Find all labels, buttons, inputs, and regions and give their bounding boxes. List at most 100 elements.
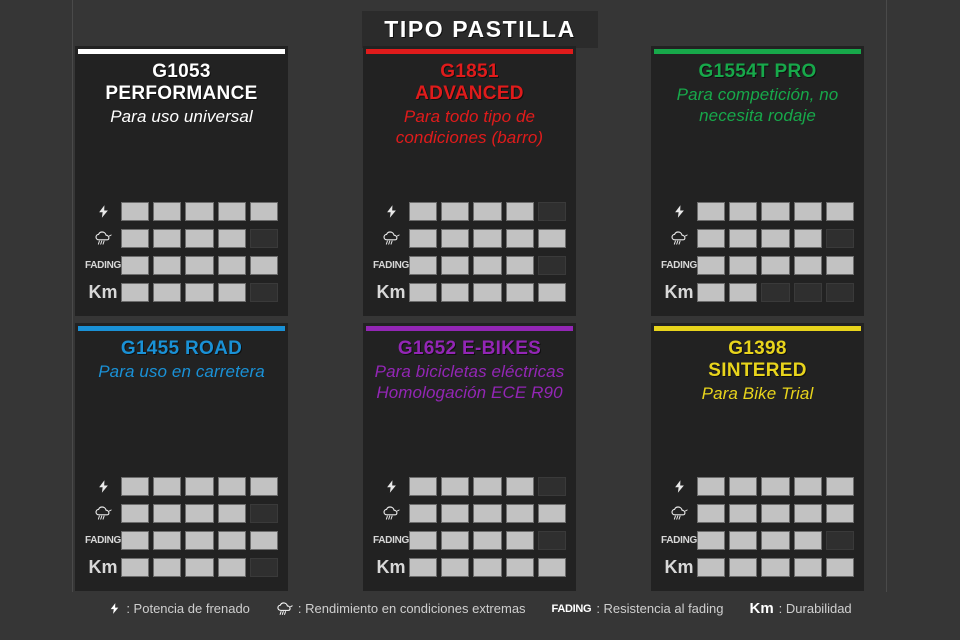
pad-card-g1652-e-bikes[interactable]: G1652 E-BIKES Para bicicletas eléctricas … <box>363 323 576 591</box>
rating-blocks-wet <box>409 228 567 248</box>
card-header: G1851 ADVANCED Para todo tipo de condicio… <box>363 54 576 149</box>
pad-card-g1053-performance[interactable]: G1053 PERFORMANCE Para uso universal FADIN… <box>75 46 288 316</box>
rating-row-fading: FADING <box>85 530 279 550</box>
rating-block <box>185 201 214 221</box>
page-title-container: TIPO PASTILLA <box>0 11 960 49</box>
rating-block <box>761 228 790 248</box>
rating-block <box>441 476 470 496</box>
pad-card-g1851-advanced[interactable]: G1851 ADVANCED Para todo tipo de condicio… <box>363 46 576 316</box>
rating-block <box>729 255 758 275</box>
pad-card-g1554t-pro[interactable]: G1554T PRO Para competición, no necesita … <box>651 46 864 316</box>
rating-block <box>153 503 182 523</box>
rating-blocks-km <box>697 282 855 302</box>
rain-cloud-icon <box>276 601 293 616</box>
rating-block <box>537 476 567 496</box>
km-text-icon: Km <box>376 281 406 302</box>
rating-row-km: Km <box>373 557 567 577</box>
rating-block <box>761 530 790 550</box>
rain-cloud-icon <box>85 231 121 246</box>
lightning-bolt-icon <box>108 602 121 615</box>
rating-block <box>185 228 214 248</box>
rating-blocks-km <box>121 282 279 302</box>
rating-block <box>121 228 150 248</box>
rating-block <box>217 476 246 496</box>
legend-bar: : Potencia de frenado: Rendimiento en co… <box>0 600 960 617</box>
rating-block <box>441 201 470 221</box>
pad-type-card-grid: G1053 PERFORMANCE Para uso universal FADIN… <box>75 46 870 591</box>
rating-block <box>729 201 758 221</box>
rating-block <box>121 282 150 302</box>
lightning-bolt-icon <box>373 479 409 494</box>
card-subtitle: Para bicicletas eléctricas Homologación … <box>374 362 565 402</box>
rating-blocks-km <box>697 557 855 577</box>
pad-card-g1398-sintered[interactable]: G1398 SINTERED Para Bike Trial FADING Km <box>651 323 864 591</box>
rating-block <box>537 228 567 248</box>
rating-block <box>121 476 150 496</box>
card-ratings: FADING Km <box>75 201 288 316</box>
rain-cloud-icon <box>661 506 697 521</box>
lightning-bolt-icon <box>661 204 697 219</box>
rating-row-fading: FADING <box>373 530 567 550</box>
rating-block <box>409 201 438 221</box>
rating-block <box>825 201 855 221</box>
rating-block <box>793 503 822 523</box>
rating-block <box>697 476 726 496</box>
rating-block <box>441 503 470 523</box>
rating-blocks-wet <box>121 228 279 248</box>
rain-cloud-icon <box>661 231 697 246</box>
rating-block <box>825 530 855 550</box>
rating-block <box>793 476 822 496</box>
lightning-bolt-icon <box>85 479 121 494</box>
fading-text-icon: FADING <box>373 534 409 546</box>
rating-blocks-power <box>697 201 855 221</box>
rating-block <box>697 557 726 577</box>
rating-block <box>441 530 470 550</box>
card-accent-bar <box>654 326 861 331</box>
km-text-icon: Km <box>664 281 694 302</box>
rating-block <box>153 282 182 302</box>
rating-block <box>793 228 822 248</box>
rating-block <box>249 530 279 550</box>
rating-block <box>153 476 182 496</box>
rating-block <box>697 503 726 523</box>
km-text-icon: Km <box>749 600 774 617</box>
rating-block <box>729 503 758 523</box>
rating-block <box>729 282 758 302</box>
rating-block <box>441 255 470 275</box>
pad-card-g1455-road[interactable]: G1455 ROAD Para uso en carretera FADING Km <box>75 323 288 591</box>
rating-block <box>121 530 150 550</box>
rating-block <box>409 476 438 496</box>
rating-block <box>537 557 567 577</box>
rating-block <box>249 476 279 496</box>
card-ratings: FADING Km <box>651 476 864 591</box>
rating-block <box>121 503 150 523</box>
rain-cloud-icon <box>85 506 121 521</box>
rating-block <box>761 201 790 221</box>
rain-cloud-icon <box>373 506 409 521</box>
card-ratings: FADING Km <box>363 476 576 591</box>
rating-block <box>761 503 790 523</box>
legend-label: : Durabilidad <box>778 601 852 616</box>
rating-block <box>441 228 470 248</box>
rating-block <box>185 255 214 275</box>
card-subtitle: Para competición, no necesita rodaje <box>676 85 839 125</box>
rating-blocks-power <box>409 201 567 221</box>
rating-blocks-km <box>409 282 567 302</box>
rain-cloud-icon <box>373 231 409 246</box>
card-title: G1851 ADVANCED <box>415 61 524 105</box>
rating-blocks-power <box>121 201 279 221</box>
rating-row-km: Km <box>85 282 279 302</box>
rating-block <box>761 255 790 275</box>
rating-block <box>121 255 150 275</box>
rating-block <box>409 530 438 550</box>
card-title: G1652 E-BIKES <box>397 338 542 359</box>
rating-block <box>793 255 822 275</box>
rating-block <box>185 503 214 523</box>
card-header: G1455 ROAD Para uso en carretera <box>75 331 288 383</box>
card-header: G1652 E-BIKES Para bicicletas eléctricas … <box>363 331 576 404</box>
rating-block <box>121 201 150 221</box>
rating-block <box>153 201 182 221</box>
rating-row-power <box>85 476 279 496</box>
rating-blocks-wet <box>697 503 855 523</box>
rating-block <box>761 557 790 577</box>
